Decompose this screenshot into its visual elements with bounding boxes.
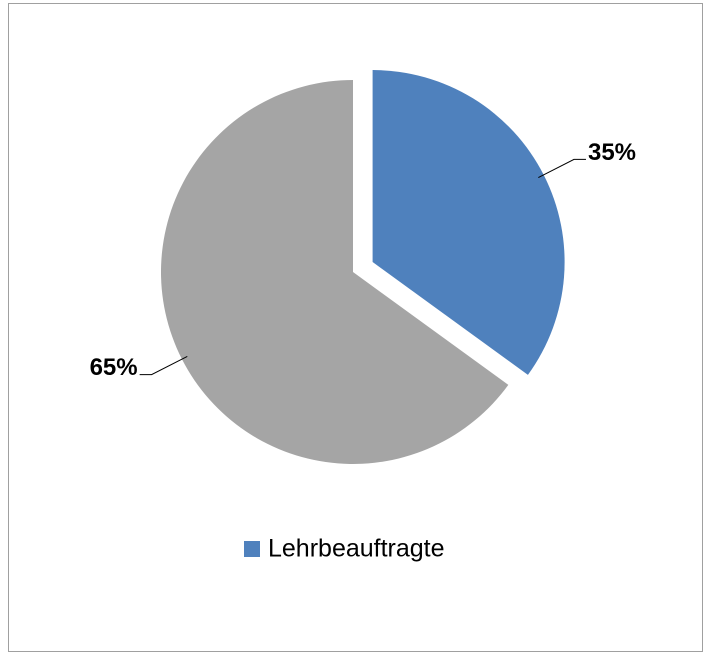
legend-label: Lehrbeauftragte — [268, 535, 445, 563]
leader-line — [139, 355, 188, 376]
legend-swatch — [244, 541, 260, 557]
data-label: 65% — [90, 354, 138, 381]
pie-slice — [160, 80, 509, 465]
pie-slice — [372, 70, 565, 375]
leader-line — [538, 158, 586, 179]
data-label: 35% — [588, 139, 636, 166]
